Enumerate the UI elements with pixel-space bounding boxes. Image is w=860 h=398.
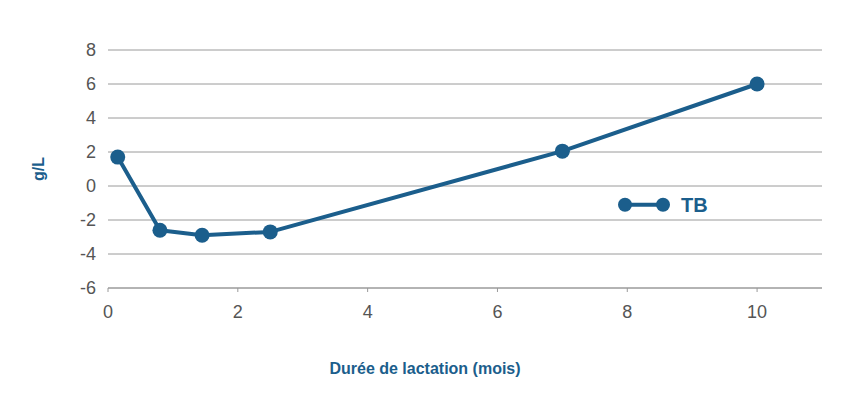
series-marker	[555, 144, 570, 159]
y-tick-label: -2	[80, 210, 96, 230]
x-tick	[367, 288, 368, 292]
x-tick-label: 0	[103, 302, 113, 322]
legend-marker	[656, 198, 670, 212]
chart-svg: -6 -4 -2 0 2 4 6 8 0 2 4 6 8 10 Durée de lactation (mo…	[0, 0, 860, 398]
series-line	[118, 84, 757, 235]
x-tick	[757, 288, 758, 292]
y-tick-label: 4	[86, 108, 96, 128]
y-tick-label: -6	[80, 278, 96, 298]
y-axis-label: g/L	[30, 157, 47, 181]
series-marker	[263, 224, 278, 239]
series-marker	[750, 77, 765, 92]
x-tick-label: 2	[233, 302, 243, 322]
grid-line	[108, 152, 822, 153]
x-tick-label: 10	[747, 302, 767, 322]
y-tick-label: 0	[86, 176, 96, 196]
series-marker	[110, 150, 125, 165]
chart-container: -6 -4 -2 0 2 4 6 8 0 2 4 6 8 10 Durée de lactation (mo…	[0, 0, 860, 398]
x-axis-line	[108, 288, 822, 289]
x-tick-label: 8	[622, 302, 632, 322]
grid-line	[108, 50, 822, 51]
x-tick	[497, 288, 498, 292]
grid-line	[108, 288, 822, 289]
grid-line	[108, 84, 822, 85]
series-marker	[152, 223, 167, 238]
x-axis-label: Durée de lactation (mois)	[329, 360, 520, 377]
y-tick-label: 6	[86, 74, 96, 94]
plot-area	[110, 77, 764, 243]
x-tick-label: 6	[492, 302, 502, 322]
legend-marker	[618, 198, 632, 212]
x-tick	[237, 288, 238, 292]
grid-line	[108, 186, 822, 187]
x-tick	[627, 288, 628, 292]
x-tick-label: 4	[363, 302, 373, 322]
y-tick-label: -4	[80, 244, 96, 264]
series-marker	[195, 228, 210, 243]
grid-line	[108, 254, 822, 255]
grid-line	[108, 220, 822, 221]
y-tick-label: 2	[86, 142, 96, 162]
y-tick-label: 8	[86, 40, 96, 60]
legend-label: TB	[681, 194, 708, 216]
grid-line	[108, 118, 822, 119]
x-tick	[108, 288, 109, 292]
